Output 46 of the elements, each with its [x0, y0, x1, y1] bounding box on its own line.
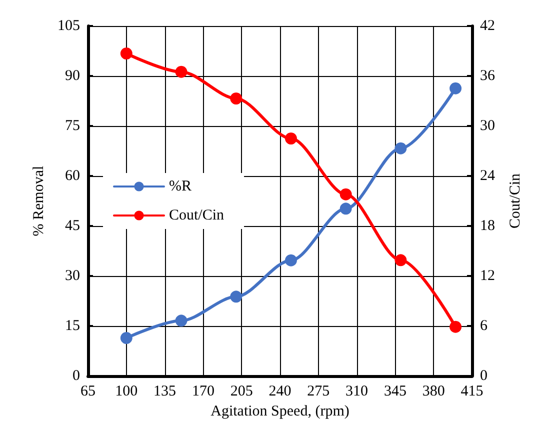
y2-axis-title: Cout/Cin: [508, 172, 524, 229]
x-tick-label: 135: [154, 384, 176, 400]
y-tick-label: 45: [65, 218, 80, 234]
x-tick-label: 275: [307, 384, 330, 400]
y2-tick-label: 12: [480, 268, 495, 284]
point: [284, 254, 297, 266]
x-tick-label: 345: [384, 384, 406, 400]
x-tick-label: 65: [80, 384, 96, 400]
point: [340, 188, 352, 200]
point: [175, 314, 188, 327]
point: [450, 82, 462, 94]
y-tick-label: 30: [65, 268, 80, 284]
x-axis-title: Agitation Speed, (rpm): [210, 404, 350, 420]
legend-label: %R: [169, 178, 192, 194]
point: [450, 320, 462, 333]
x-tick-label: 310: [346, 384, 368, 400]
y2-tick-label: 36: [480, 68, 496, 84]
point: [120, 332, 132, 344]
y-tick-label: 75: [65, 118, 80, 134]
y2-tick-label: 42: [480, 18, 495, 34]
y-axis-title: % Removal: [31, 166, 48, 236]
y2-tick-label: 0: [480, 368, 488, 384]
y-tick-label: 0: [72, 368, 80, 384]
x-tick-label: 170: [192, 384, 214, 400]
x-tick-label: 240: [268, 384, 292, 400]
x-tick-label: 380: [422, 384, 445, 400]
point: [340, 202, 352, 215]
point: [394, 254, 407, 266]
point: [230, 92, 242, 104]
point: [230, 290, 242, 303]
legend-label: Cout/Cin: [169, 208, 225, 224]
y-tick-label: 90: [65, 68, 80, 84]
point: [120, 48, 132, 60]
y-tick-label: 60: [65, 168, 80, 184]
point: [284, 132, 297, 144]
y-tick-label: 15: [65, 318, 80, 334]
y2-tick-label: 30: [480, 118, 495, 134]
x-tick-label: 100: [115, 384, 138, 400]
x-tick-label: 415: [460, 384, 484, 400]
y2-tick-label: 18: [480, 218, 495, 234]
y2-tick-label: 24: [480, 168, 496, 184]
y2-tick-label: 6: [480, 318, 488, 334]
point: [175, 66, 188, 78]
y-tick-label: 105: [58, 18, 80, 34]
point: [394, 142, 407, 154]
x-tick-label: 205: [230, 384, 253, 400]
